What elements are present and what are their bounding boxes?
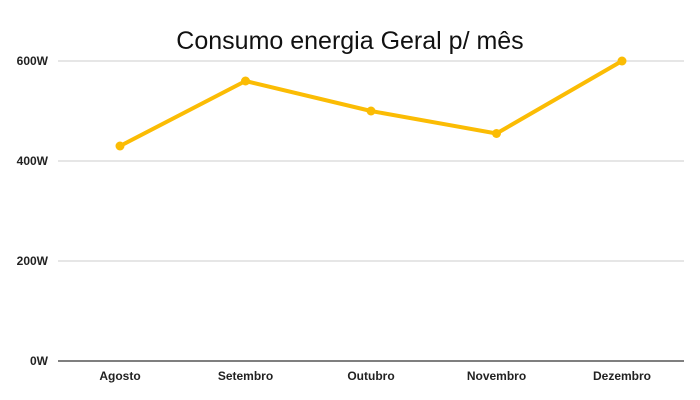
data-point: [115, 141, 125, 151]
gridlines: [58, 60, 684, 362]
data-point: [241, 76, 250, 86]
x-tick-label: Novembro: [467, 369, 526, 383]
x-tick-label: Outubro: [347, 369, 394, 383]
series-layer: [115, 56, 627, 151]
x-tick-label: Dezembro: [593, 369, 651, 383]
y-axis-labels: 0W 200W 400W 600W: [17, 54, 49, 368]
data-point: [617, 56, 627, 66]
y-tick-label: 600W: [17, 54, 49, 68]
y-tick-label: 200W: [17, 254, 49, 268]
data-point: [492, 129, 501, 138]
y-tick-label: 400W: [17, 154, 49, 168]
x-tick-label: Setembro: [218, 369, 273, 383]
x-tick-label: Agosto: [99, 369, 140, 383]
series-line: [118, 59, 624, 148]
x-axis-labels: Agosto Setembro Outubro Novembro Dezembro: [99, 369, 651, 383]
data-point: [366, 106, 376, 116]
chart-title: Consumo energia Geral p/ mês: [176, 27, 524, 55]
y-tick-label: 0W: [30, 354, 49, 368]
